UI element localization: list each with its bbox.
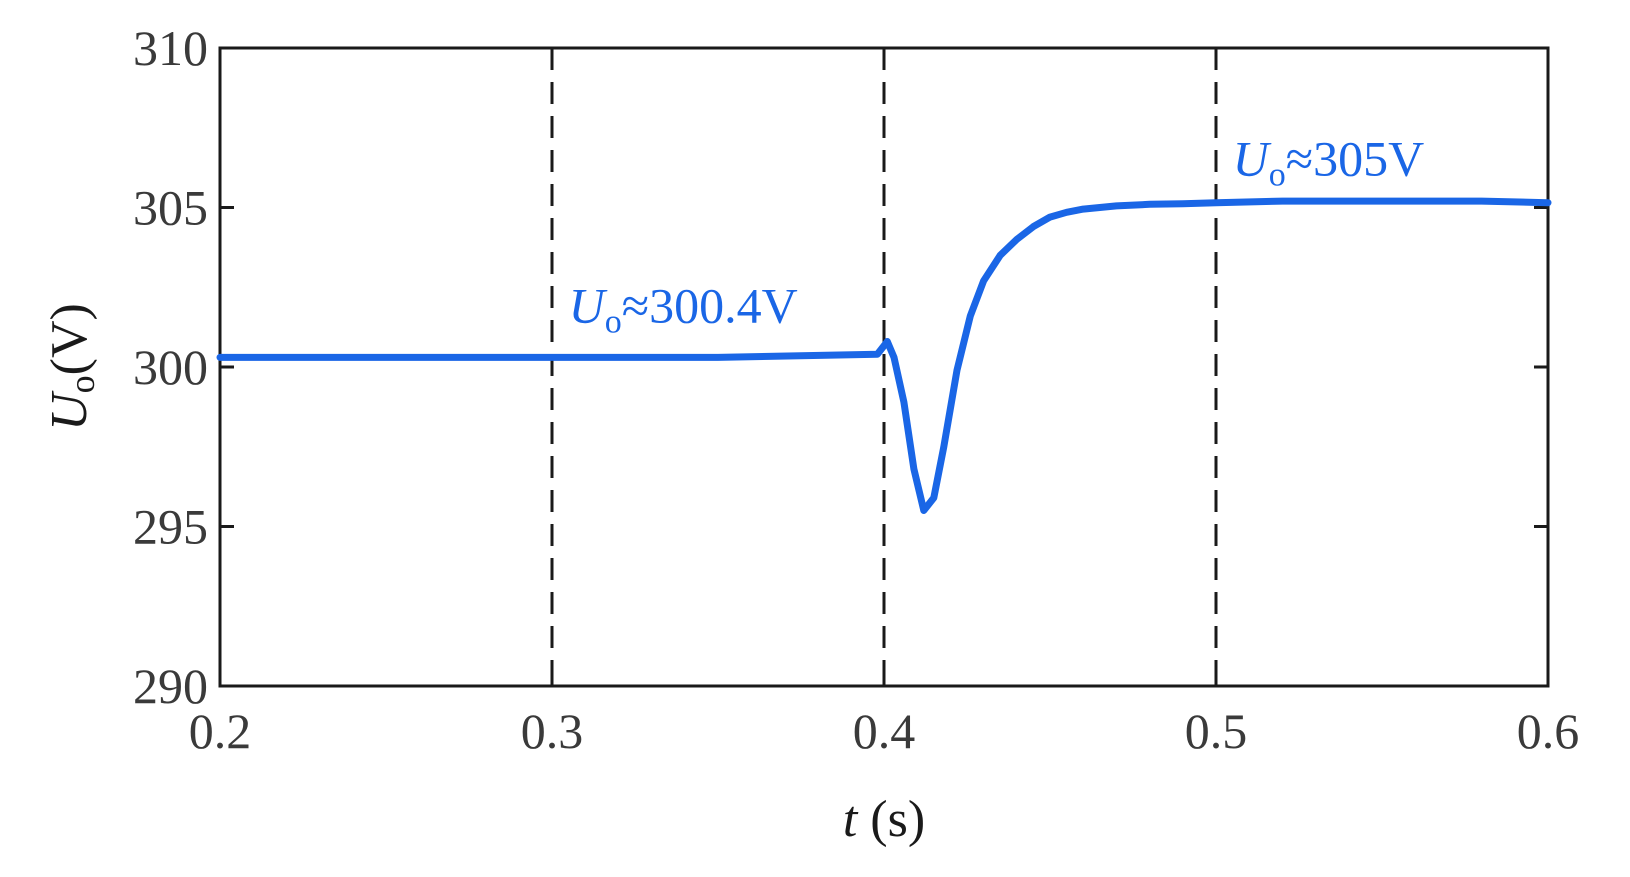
x-tick-label: 0.6 (1517, 703, 1580, 759)
annotation-value: ≈305V (1286, 131, 1425, 187)
y-tick-label: 305 (133, 180, 208, 236)
x-tick-label: 0.3 (521, 703, 584, 759)
x-tick-label: 0.5 (1185, 703, 1248, 759)
y-axis-label: Uo(V) (41, 303, 102, 431)
series-line-uo (216, 197, 1552, 514)
x-tick-label: 0.4 (853, 703, 916, 759)
annotation-subscript: o (1269, 157, 1286, 194)
x-axis-unit: (s) (857, 791, 925, 848)
plot-area (216, 46, 1552, 688)
x-tick-label: 0.2 (189, 703, 252, 759)
y-tick-label: 310 (133, 20, 208, 76)
y-axis-subscript: o (62, 375, 102, 393)
y-tick-labels: 290 295 300 305 310 (133, 20, 208, 714)
x-axis-label: t (s) (843, 791, 925, 848)
y-tick-label: 295 (133, 499, 208, 555)
annotation-symbol: U (569, 277, 608, 333)
annotation-steady-305: Uo≈305V (1233, 131, 1425, 194)
annotation-steady-300: Uo≈300.4V (569, 277, 798, 340)
annotation-subscript: o (605, 303, 622, 340)
axis-ticks (218, 46, 1550, 688)
y-tick-label: 300 (133, 339, 208, 395)
annotation-symbol: U (1233, 131, 1272, 187)
y-axis-symbol: U (41, 390, 98, 431)
annotations: Uo≈300.4V Uo≈305V (569, 131, 1425, 341)
y-axis-unit: (V) (41, 303, 98, 375)
y-tick-label: 290 (133, 658, 208, 714)
vertical-reference-lines (550, 48, 1218, 686)
x-tick-labels: 0.2 0.3 0.4 0.5 0.6 (189, 703, 1580, 759)
annotation-value: ≈300.4V (622, 277, 798, 333)
x-axis-symbol: t (843, 791, 859, 848)
